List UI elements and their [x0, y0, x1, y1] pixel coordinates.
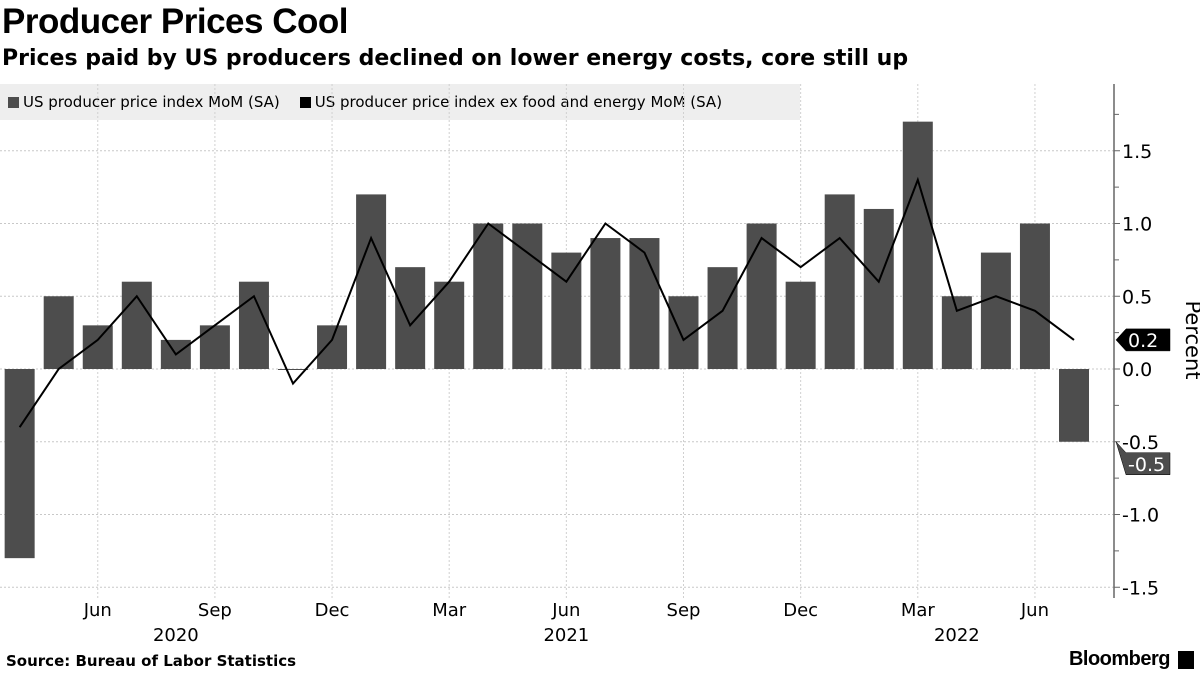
bar: [395, 267, 426, 369]
bar: [824, 194, 855, 369]
chart-title: Producer Prices Cool: [2, 2, 348, 41]
bar: [278, 369, 308, 370]
bar: [317, 325, 348, 369]
bloomberg-icon: [1178, 651, 1194, 669]
x-year-label: 2021: [543, 625, 589, 646]
legend-swatch-ppi: [8, 96, 19, 108]
x-tick-label: Mar: [432, 600, 467, 621]
bar: [902, 121, 933, 370]
bar: [1059, 369, 1089, 442]
x-year-label: 2022: [934, 625, 980, 646]
bar: [434, 281, 465, 369]
bar: [4, 369, 35, 559]
bar: [43, 296, 74, 369]
bar: [785, 281, 816, 369]
bar: [238, 281, 269, 369]
x-year-label: 2020: [153, 625, 199, 646]
legend-swatch-core: [299, 96, 311, 108]
bar: [551, 252, 582, 369]
legend-label-ppi: US producer price index MoM (SA): [23, 93, 280, 111]
source-note: Source: Bureau of Labor Statistics: [6, 652, 297, 670]
x-tick-label: Dec: [783, 600, 818, 621]
bar: [356, 194, 387, 369]
core-line: [18, 176, 1075, 428]
y-tick-label: 0.0: [1122, 359, 1152, 381]
bar: [590, 238, 621, 369]
x-tick-label: Jun: [1020, 600, 1049, 621]
core-last-value-label-bg: [1115, 328, 1171, 352]
bar: [473, 223, 504, 369]
x-tick-label: Sep: [198, 600, 232, 621]
legend: US producer price index MoM (SA) US prod…: [0, 84, 800, 120]
y-tick-label: 0.5: [1122, 286, 1152, 308]
bloomberg-logo: Bloomberg: [1068, 648, 1171, 670]
x-tick-label: Jun: [551, 600, 580, 621]
bar: [980, 252, 1011, 369]
y-tick-label: 1.0: [1122, 214, 1152, 236]
bar: [199, 325, 230, 369]
bar: [512, 223, 543, 369]
chart-subtitle: Prices paid by US producers declined on …: [2, 46, 909, 71]
bar: [1019, 223, 1050, 369]
bar: [629, 238, 660, 369]
y-axis-title: Percent: [1181, 300, 1200, 379]
y-tick-label: -1.5: [1122, 577, 1159, 599]
bar: [863, 208, 894, 369]
y-tick-label: -0.5: [1122, 432, 1159, 454]
x-tick-label: Sep: [667, 600, 701, 621]
legend-item-core: US producer price index ex food and ener…: [299, 93, 723, 111]
x-tick-label: Mar: [901, 600, 936, 621]
core-last-value-label: 0.2: [1128, 330, 1158, 352]
legend-item-ppi: US producer price index MoM (SA): [8, 93, 280, 111]
y-tick-label: -1.0: [1122, 505, 1159, 527]
legend-label-core: US producer price index ex food and ener…: [314, 93, 723, 111]
bar: [746, 223, 777, 369]
x-tick-label: Dec: [315, 600, 350, 621]
ppi-last-value-label: -0.5: [1128, 454, 1165, 476]
y-tick-label: 1.5: [1122, 141, 1152, 163]
x-tick-label: Jun: [83, 600, 112, 621]
ppi-last-value-label-bg: [1115, 441, 1171, 475]
